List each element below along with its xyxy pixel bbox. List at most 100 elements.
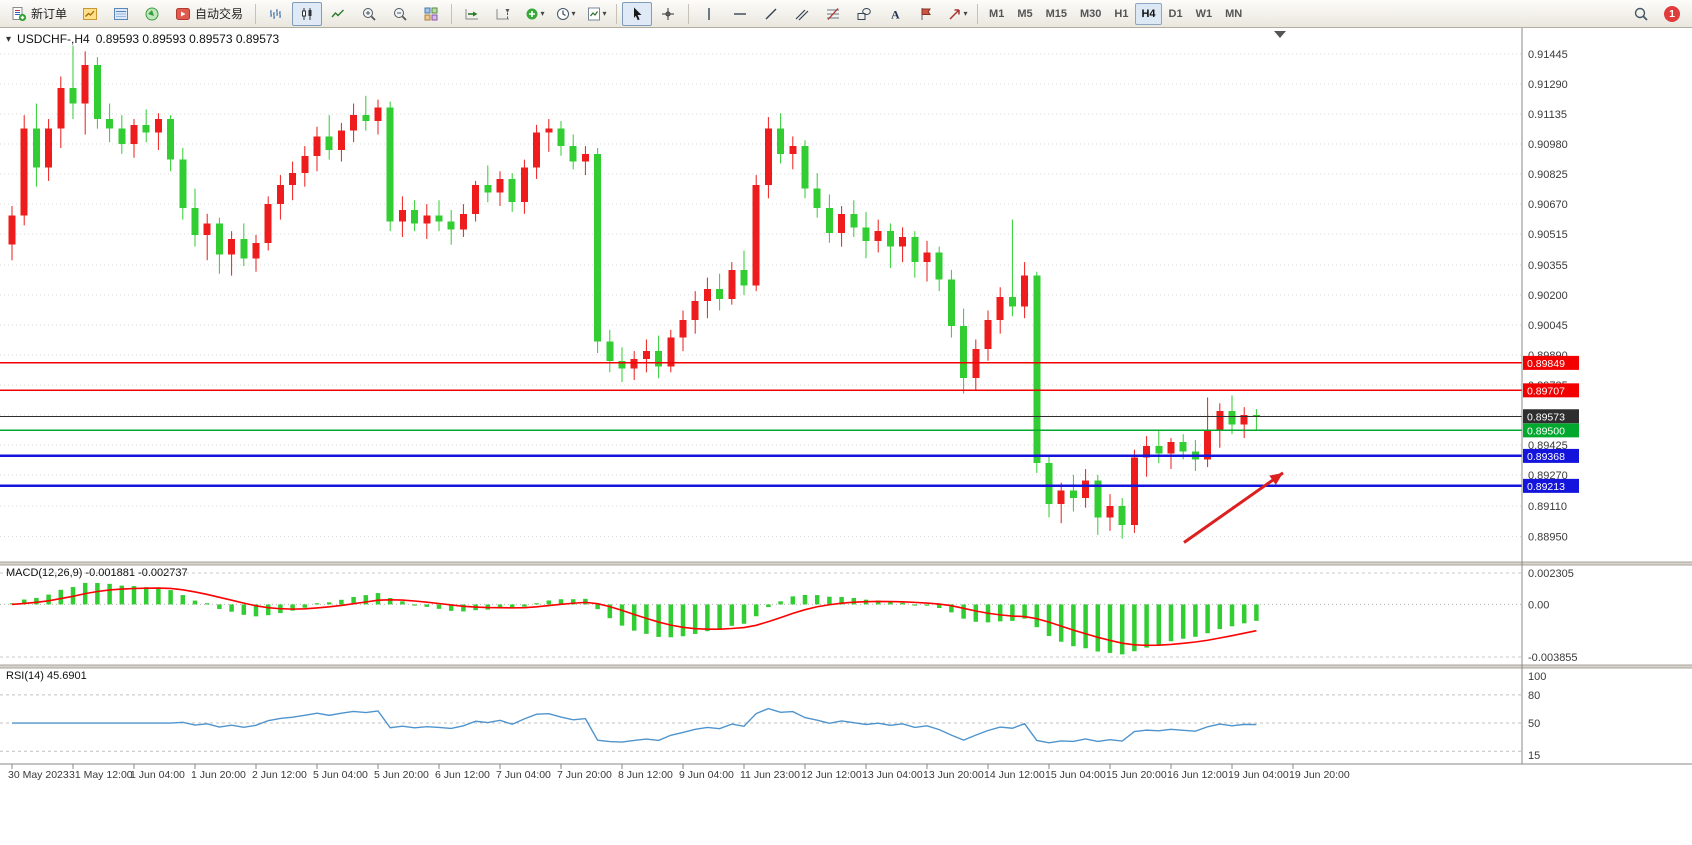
- text-label-button[interactable]: [911, 2, 941, 26]
- clock-icon: [556, 7, 569, 20]
- periods-button[interactable]: ▾: [550, 2, 580, 26]
- auto-scroll-icon: [465, 8, 479, 19]
- svg-text:80: 80: [1528, 690, 1540, 702]
- trendline-button[interactable]: [756, 2, 786, 26]
- timeframe-button-w1[interactable]: W1: [1195, 7, 1213, 20]
- svg-text:0.90355: 0.90355: [1528, 260, 1568, 272]
- svg-text:0.89368: 0.89368: [1527, 451, 1565, 463]
- fibonacci-icon: [827, 7, 840, 20]
- search-icon: [1634, 7, 1648, 21]
- chart-shift-button[interactable]: [488, 2, 518, 26]
- timeframe-button-d1[interactable]: D1: [1168, 7, 1183, 20]
- svg-text:15: 15: [1528, 750, 1540, 762]
- text-button[interactable]: A: [880, 2, 910, 26]
- autotrading-icon: [176, 7, 191, 20]
- candlestick-chart-button[interactable]: [292, 1, 323, 26]
- svg-text:0.89425: 0.89425: [1528, 440, 1568, 452]
- timeframe-button-h1[interactable]: H1: [1114, 7, 1129, 20]
- chevron-down-icon: ▾: [540, 8, 545, 18]
- timeframe-button-m30[interactable]: M30: [1080, 7, 1102, 20]
- bar-chart-button[interactable]: [261, 2, 291, 26]
- ohlc-expander-icon[interactable]: ▾: [6, 33, 12, 45]
- vertical-line-icon: [708, 7, 710, 20]
- svg-text:15 Jun 20:00: 15 Jun 20:00: [1106, 769, 1167, 781]
- data-window-button[interactable]: [106, 2, 136, 26]
- svg-text:0.002305: 0.002305: [1528, 568, 1574, 580]
- indicators-button[interactable]: ▾: [519, 2, 549, 26]
- timeframe-button-h4[interactable]: H4: [1135, 2, 1162, 25]
- indicators-add-icon: [526, 8, 538, 19]
- svg-text:7 Jun 04:00: 7 Jun 04:00: [496, 769, 551, 781]
- svg-text:0.90515: 0.90515: [1528, 229, 1568, 241]
- main-toolbar: 新订单 自动交易: [0, 0, 1692, 28]
- line-chart-button[interactable]: [323, 2, 353, 26]
- svg-text:7 Jun 20:00: 7 Jun 20:00: [557, 769, 612, 781]
- svg-text:100: 100: [1528, 671, 1546, 683]
- template-icon: [587, 7, 600, 20]
- tile-windows-button[interactable]: [416, 2, 446, 26]
- svg-text:2 Jun 12:00: 2 Jun 12:00: [252, 769, 307, 781]
- arrow-object-icon: [948, 8, 960, 20]
- toolbar-right-cluster: 1: [1626, 2, 1688, 26]
- svg-text:30 May 2023: 30 May 2023: [8, 769, 69, 781]
- svg-text:15 Jun 04:00: 15 Jun 04:00: [1045, 769, 1106, 781]
- text-label-icon: [921, 7, 931, 20]
- svg-text:1 Jun 20:00: 1 Jun 20:00: [191, 769, 246, 781]
- svg-text:0.88950: 0.88950: [1528, 532, 1568, 544]
- horizontal-line-button[interactable]: [725, 2, 755, 26]
- notification-badge[interactable]: 1: [1664, 5, 1680, 22]
- zoom-out-icon: [394, 7, 407, 21]
- channel-icon: [795, 9, 809, 20]
- timeframe-button-m15[interactable]: M15: [1045, 7, 1067, 20]
- svg-text:16 Jun 12:00: 16 Jun 12:00: [1167, 769, 1228, 781]
- chart-window[interactable]: 0.91445 0.91290 0.91135 0.90980 0.90825 0.906…: [0, 28, 1692, 845]
- bar-chart-icon: [270, 8, 282, 19]
- chart-shift-icon: [496, 8, 510, 19]
- svg-text:A: A: [891, 7, 900, 21]
- price-chart-canvas[interactable]: 0.91445 0.91290 0.91135 0.90980 0.90825 0.906…: [0, 28, 1692, 845]
- data-window-icon: [114, 7, 129, 20]
- zoom-out-button[interactable]: [385, 2, 415, 26]
- new-order-button[interactable]: 新订单: [4, 2, 74, 26]
- templates-button[interactable]: ▾: [581, 2, 611, 26]
- macd-indicator-label: MACD(12,26,9) -0.001881 -0.002737: [6, 567, 188, 579]
- vertical-line-button[interactable]: [694, 2, 724, 26]
- search-button[interactable]: [1626, 2, 1656, 26]
- svg-text:0.91135: 0.91135: [1528, 109, 1567, 121]
- svg-text:0.89270: 0.89270: [1528, 470, 1568, 482]
- new-order-label: 新订单: [31, 7, 68, 21]
- svg-text:5 Jun 04:00: 5 Jun 04:00: [313, 769, 368, 781]
- market-watch-button[interactable]: [75, 2, 105, 26]
- chart-symbol-period: USDCHF-,H4: [17, 32, 90, 46]
- svg-text:0.90825: 0.90825: [1528, 169, 1568, 181]
- svg-text:1 Jun 04:00: 1 Jun 04:00: [130, 769, 185, 781]
- autotrading-button[interactable]: 自动交易: [168, 2, 250, 26]
- shapes-button[interactable]: [849, 2, 879, 26]
- svg-text:0.90670: 0.90670: [1528, 199, 1568, 211]
- channel-button[interactable]: [787, 2, 817, 26]
- svg-text:0.91290: 0.91290: [1528, 79, 1568, 91]
- svg-text:31 May 12:00: 31 May 12:00: [69, 769, 133, 781]
- crosshair-button[interactable]: [653, 2, 683, 26]
- navigator-button[interactable]: [137, 2, 167, 26]
- timeframe-button-m1[interactable]: M1: [989, 7, 1005, 20]
- auto-scroll-button[interactable]: [457, 2, 487, 26]
- chart-ohlc-values: 0.89593 0.89593 0.89573 0.89573: [95, 32, 280, 46]
- cursor-button[interactable]: [622, 1, 653, 26]
- rsi-indicator-label: RSI(14) 45.6901: [6, 670, 87, 682]
- timeframe-button-mn[interactable]: MN: [1225, 7, 1243, 20]
- market-watch-icon: [83, 7, 98, 20]
- zoom-in-button[interactable]: [354, 2, 384, 26]
- cursor-icon: [634, 7, 642, 20]
- arrows-button[interactable]: ▾: [942, 2, 972, 26]
- svg-text:0.00: 0.00: [1528, 599, 1549, 611]
- timeframe-button-m5[interactable]: M5: [1017, 7, 1033, 20]
- svg-text:13 Jun 20:00: 13 Jun 20:00: [923, 769, 984, 781]
- crosshair-icon: [662, 7, 675, 20]
- toolbar-separator: [255, 3, 257, 24]
- svg-text:11 Jun 23:00: 11 Jun 23:00: [740, 769, 800, 781]
- svg-text:19 Jun 04:00: 19 Jun 04:00: [1228, 769, 1289, 781]
- toolbar-separator: [688, 3, 690, 24]
- fibonacci-button[interactable]: [818, 2, 848, 26]
- svg-text:0.89213: 0.89213: [1527, 481, 1565, 493]
